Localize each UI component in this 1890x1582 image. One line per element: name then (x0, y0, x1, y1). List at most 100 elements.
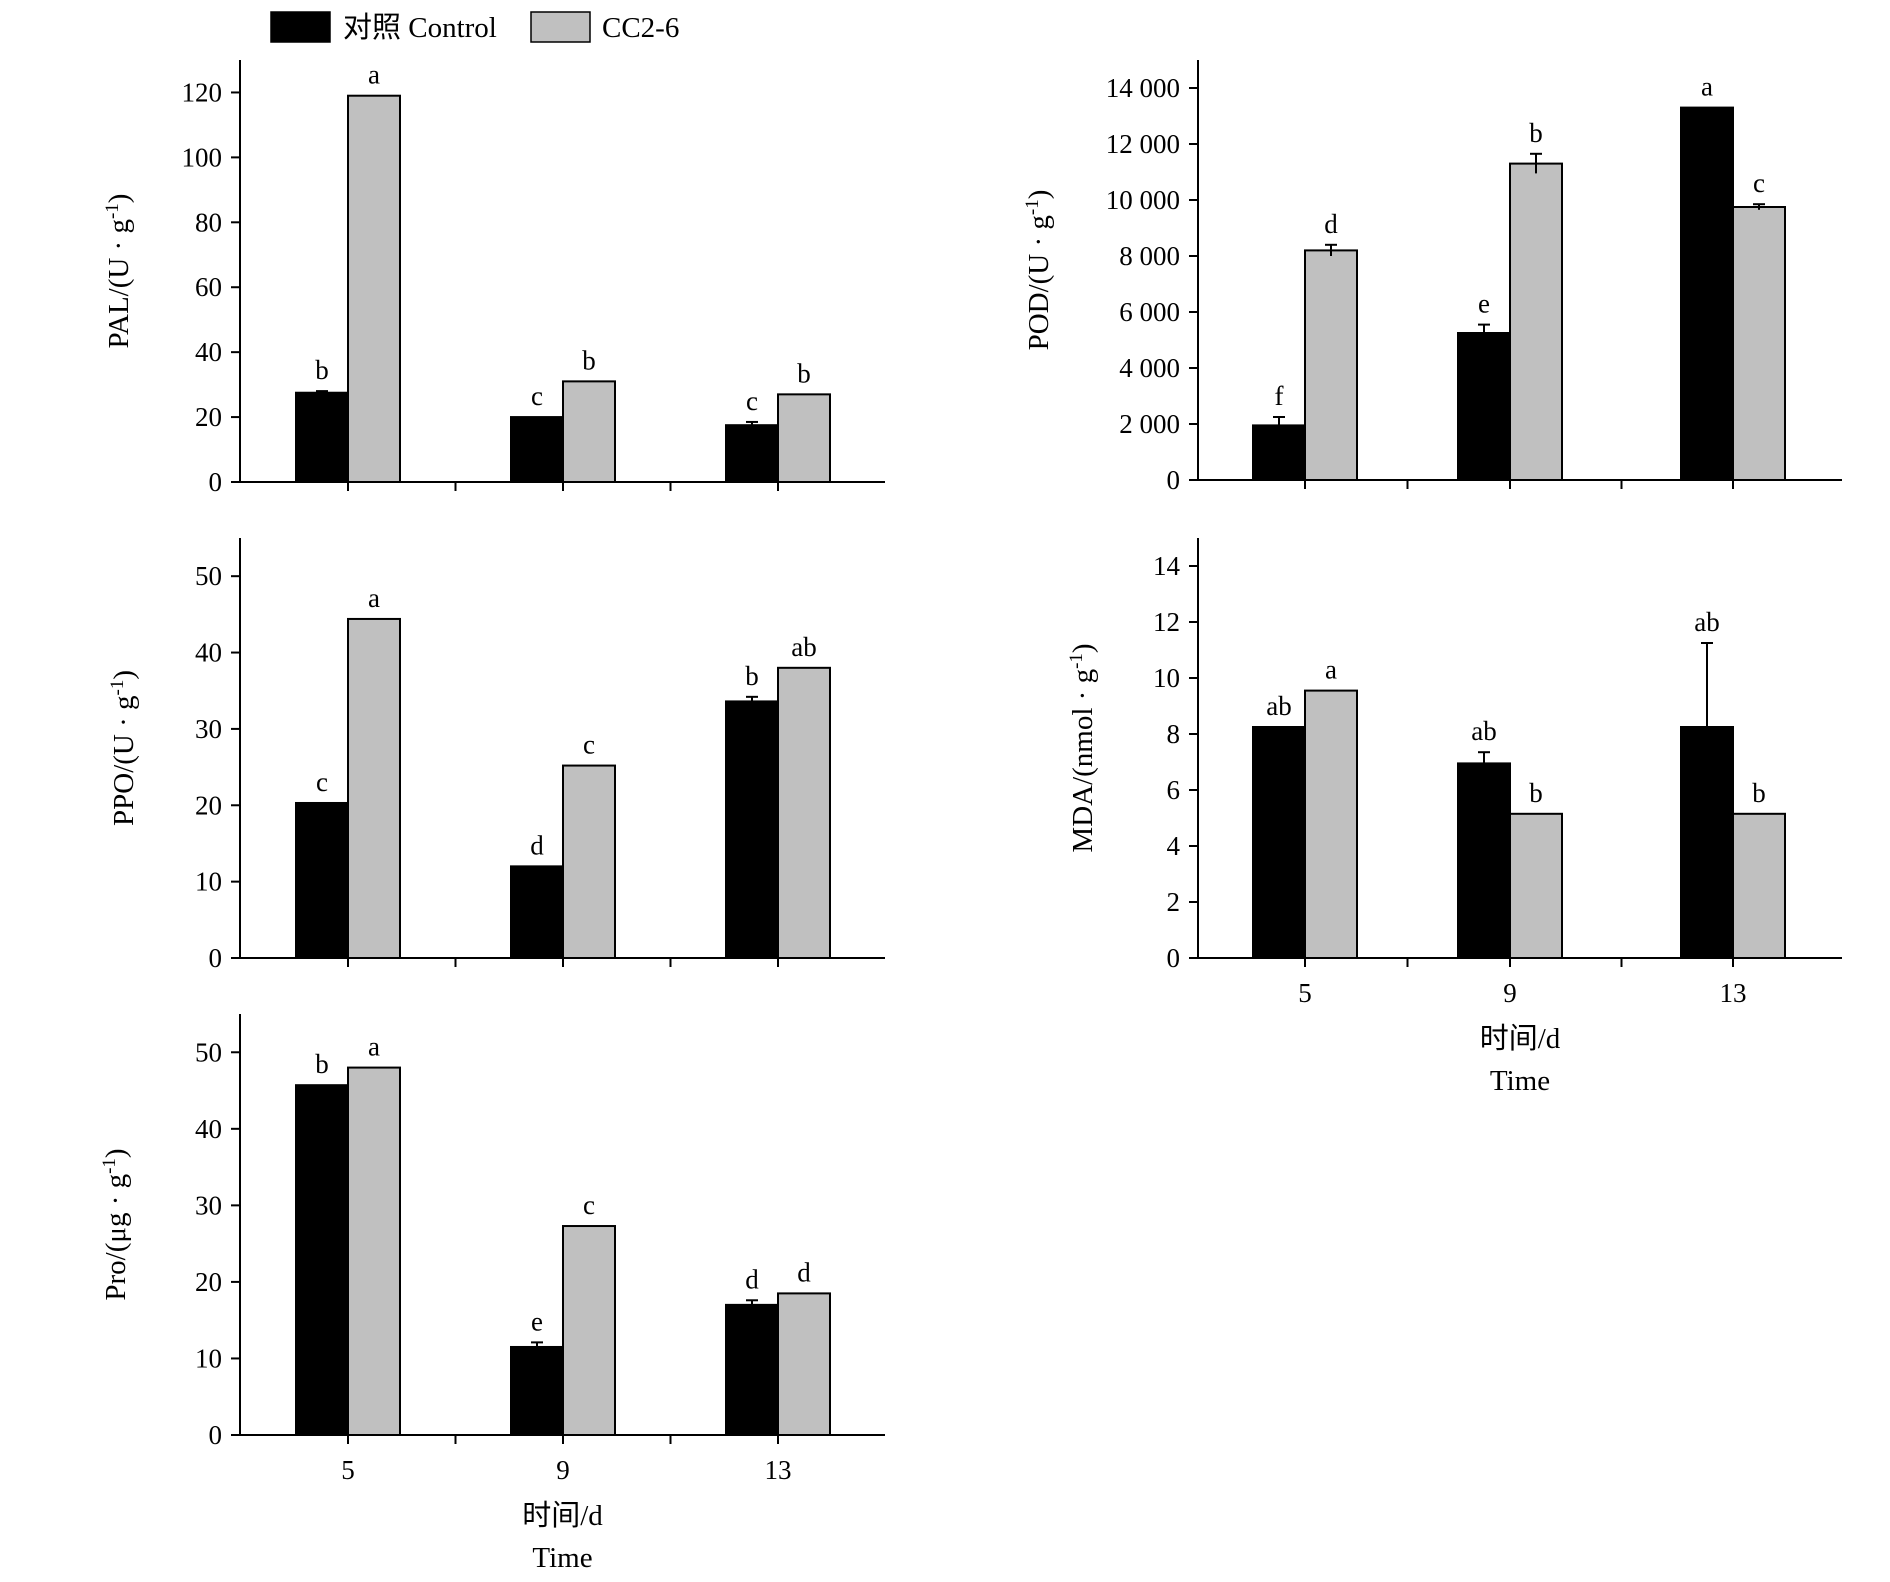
legend-label-cc2-6: CC2-6 (602, 12, 679, 44)
mda-xtick-label: 5 (1298, 978, 1312, 1008)
ppo-ytick-label: 40 (195, 638, 222, 668)
ppo-bar-cc2-6 (777, 666, 831, 959)
pal-significance-letter: b (797, 358, 811, 388)
pro-significance-letter: c (583, 1190, 595, 1220)
pod-significance-letter: e (1478, 289, 1490, 319)
mda-bar-cc2-6 (1304, 689, 1358, 959)
pro-x-axis-title-en: Time (532, 1542, 592, 1574)
pal-ytick-label: 40 (195, 337, 222, 367)
mda-significance-letter: ab (1694, 607, 1719, 637)
pro-significance-letter: d (797, 1257, 811, 1287)
mda-ytick-label: 2 (1167, 887, 1181, 917)
pal-significance-letter: c (531, 381, 543, 411)
mda-x-axis-title: 时间/d (1480, 1022, 1561, 1055)
mda-ytick-label: 12 (1153, 607, 1180, 637)
pal-bar-cc2-6 (347, 94, 401, 483)
pod-significance-letter: d (1324, 209, 1338, 239)
ppo-bar-cc2-6 (562, 764, 616, 960)
pal-significance-letter: a (368, 60, 380, 90)
pal-ytick-label: 60 (195, 272, 222, 302)
pro-ytick-label: 10 (195, 1343, 222, 1373)
pod-significance-letter: f (1275, 381, 1284, 411)
legend: 对照 Control CC2-6 (270, 11, 679, 44)
pod-significance-letter: b (1529, 118, 1543, 148)
pod-ytick-label: 10 000 (1106, 185, 1180, 215)
mda-ytick-label: 6 (1167, 775, 1181, 805)
pod-chart: 0 2 000 4 000 6 000 8 000 10 000 12 000 14 000 P… (1022, 60, 1842, 495)
ppo-bar-control (725, 700, 779, 959)
pal-chart: 0 20 40 60 80 100 120 PAL/(U · g-1) b c c a b b (102, 60, 885, 497)
mda-ytick-label: 14 (1153, 551, 1181, 581)
mda-significance-letter: ab (1471, 716, 1496, 746)
pod-bar-control (1680, 106, 1734, 481)
mda-ytick-label: 4 (1167, 831, 1181, 861)
mda-ytick-label: 8 (1167, 719, 1181, 749)
pod-bar-cc2-6 (1304, 249, 1358, 481)
pal-bar-control (510, 416, 564, 484)
pro-bar-control (510, 1345, 564, 1437)
mda-bar-control (1457, 762, 1511, 960)
ppo-ytick-label: 10 (195, 867, 222, 897)
ppo-bar-control (510, 865, 564, 960)
ppo-significance-letter: b (745, 661, 759, 691)
legend-swatch-control (270, 11, 331, 43)
pal-significance-letter: c (746, 386, 758, 416)
pod-ytick-label: 6 000 (1119, 297, 1180, 327)
pal-bar-control (725, 424, 779, 484)
pod-ytick-label: 4 000 (1119, 353, 1180, 383)
ppo-bar-cc2-6 (347, 617, 401, 959)
pod-bar-control (1457, 332, 1511, 481)
mda-bar-control (1252, 726, 1306, 959)
mda-xtick-label: 13 (1720, 978, 1747, 1008)
pod-bar-cc2-6 (1732, 206, 1786, 481)
pal-ytick-label: 20 (195, 402, 222, 432)
pod-ytick-label: 14 000 (1106, 73, 1180, 103)
pro-chart: 0 10 20 30 40 50 5 9 13 时间/d Time Pro/(μg · g-1) b e d… (99, 1014, 885, 1574)
ppo-ytick-label: 30 (195, 714, 222, 744)
pal-significance-letter: b (315, 355, 329, 385)
ppo-y-axis-title: PPO/(U · g-1) (107, 670, 140, 826)
legend-label-control: 对照 Control (343, 11, 497, 44)
pro-bar-control (725, 1303, 779, 1436)
pro-bar-control (295, 1084, 349, 1436)
pod-ytick-label: 12 000 (1106, 129, 1180, 159)
ppo-significance-letter: a (368, 583, 380, 613)
pal-bar-control (295, 391, 349, 484)
pal-bar-cc2-6 (562, 380, 616, 483)
pro-significance-letter: e (531, 1306, 543, 1336)
pro-xtick-label: 13 (765, 1455, 792, 1485)
mda-chart: 0 2 4 6 8 10 12 14 5 9 13 时间/d Time MDA/(nmol · g-1) a… (1066, 538, 1842, 1097)
pro-xtick-label: 9 (556, 1455, 570, 1485)
pod-significance-letter: c (1753, 168, 1765, 198)
pod-bar-cc2-6 (1509, 162, 1563, 481)
ppo-significance-letter: c (583, 730, 595, 760)
pro-ytick-label: 40 (195, 1114, 222, 1144)
mda-xtick-label: 9 (1503, 978, 1517, 1008)
mda-significance-letter: a (1325, 655, 1337, 685)
pal-ytick-label: 100 (182, 142, 223, 172)
pro-significance-letter: d (745, 1264, 759, 1294)
mda-ytick-label: 0 (1167, 943, 1181, 973)
pro-significance-letter: b (315, 1049, 329, 1079)
mda-significance-letter: b (1752, 778, 1766, 808)
mda-bar-cc2-6 (1509, 812, 1563, 959)
pal-ytick-label: 0 (209, 467, 223, 497)
pod-significance-letter: a (1701, 72, 1713, 102)
pod-y-axis-title: POD/(U · g-1) (1022, 190, 1055, 351)
mda-x-axis-title-en: Time (1490, 1065, 1550, 1097)
mda-ytick-label: 10 (1153, 663, 1180, 693)
ppo-ytick-label: 20 (195, 790, 222, 820)
ppo-bar-control (295, 801, 349, 959)
pal-ytick-label: 120 (182, 77, 223, 107)
pal-bar-cc2-6 (777, 393, 831, 484)
ppo-significance-letter: c (316, 767, 328, 797)
mda-significance-letter: ab (1266, 691, 1291, 721)
ppo-significance-letter: d (530, 830, 544, 860)
legend-swatch-cc2-6 (530, 11, 591, 43)
ppo-ytick-label: 0 (209, 943, 223, 973)
mda-significance-letter: b (1529, 778, 1543, 808)
pro-bar-cc2-6 (347, 1066, 401, 1436)
pro-xtick-label: 5 (341, 1455, 355, 1485)
pod-ytick-label: 8 000 (1119, 241, 1180, 271)
